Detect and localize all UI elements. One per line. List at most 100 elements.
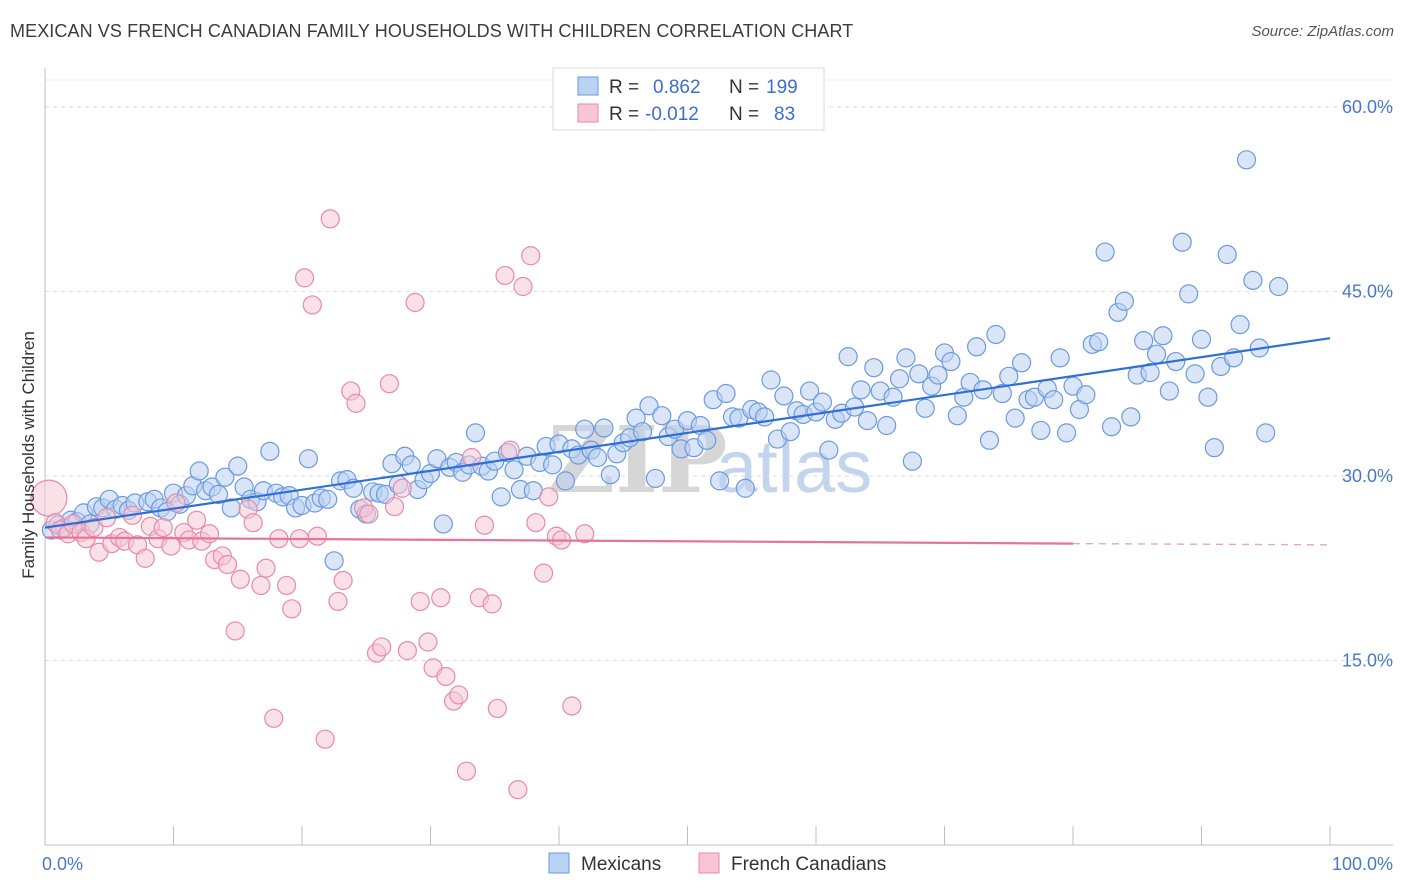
french-canadians-point-15 — [135, 548, 155, 568]
mexicans-point-143 — [967, 337, 987, 357]
mexicans-point-189 — [1268, 276, 1289, 297]
legend-r-value-0: 0.862 — [653, 77, 701, 98]
legend-r-value-1: -0.012 — [645, 104, 699, 125]
trend-line-extension-french-canadians — [1072, 542, 1331, 546]
french-canadians-point-48 — [346, 393, 366, 413]
mexicans-point-85 — [594, 418, 614, 438]
mexicans-point-120 — [819, 440, 839, 460]
mexicans-point-55 — [401, 455, 421, 475]
french-canadians-point-70 — [487, 698, 507, 719]
mexicans-point-173 — [1159, 381, 1179, 401]
mexicans-point-172 — [1153, 326, 1173, 346]
mexicans-point-178 — [1191, 329, 1212, 350]
mexicans-point-91 — [632, 422, 653, 442]
legend-r-label-0: R = — [609, 77, 639, 98]
french-canadians-point-56 — [397, 641, 417, 661]
french-canadians-point-45 — [328, 591, 348, 612]
mexicans-point-104 — [716, 383, 736, 404]
bottom-legend-mexicans: Mexicans — [581, 854, 661, 875]
mexicans-point-145 — [979, 430, 1000, 450]
series-mexicans — [41, 150, 1289, 571]
french-canadians-point-33 — [251, 575, 271, 596]
french-canadians-point-68 — [474, 515, 495, 535]
mexicans-point-93 — [645, 468, 665, 489]
legend-n-value-0: 199 — [766, 77, 798, 98]
top-legend: R = 0.862 N = 199 R = -0.012 N = 83 — [552, 67, 825, 131]
x-tick-label-0: 0.0% — [42, 854, 83, 874]
mexicans-point-125 — [851, 380, 871, 400]
mexicans-point-139 — [941, 351, 961, 372]
bottom-legend-swatch-french-canadians — [698, 852, 720, 874]
french-canadians-point-34 — [256, 558, 276, 578]
mexicans-point-25 — [208, 484, 229, 505]
mexicans-point-111 — [761, 370, 781, 390]
mexicans-point-65 — [465, 423, 486, 443]
mexicans-point-148 — [999, 366, 1019, 386]
french-canadians-point-61 — [431, 588, 451, 608]
bottom-legend-swatch-mexicans — [548, 852, 570, 874]
y-tick-label-1: 30.0% — [1342, 466, 1393, 486]
french-canadians-point-38 — [282, 599, 302, 619]
french-canadians-point-75 — [521, 246, 541, 266]
y-tick-label-0: 15.0% — [1342, 650, 1393, 670]
mexicans-point-33 — [260, 441, 280, 461]
mexicans-point-160 — [1076, 385, 1096, 405]
french-canadians-point-76 — [526, 513, 546, 533]
mexicans-point-101 — [697, 430, 717, 450]
french-canadians-point-43 — [315, 729, 335, 749]
french-canadians-point-23 — [187, 510, 207, 530]
french-canadians-point-42 — [307, 526, 328, 546]
french-canadians-point-40 — [294, 268, 315, 288]
french-canadians-point-78 — [539, 487, 559, 507]
mexicans-point-162 — [1089, 332, 1109, 352]
french-canadians-point-32 — [243, 513, 263, 533]
french-canadians-point-18 — [153, 518, 173, 538]
mexicans-point-79 — [555, 471, 576, 491]
french-canadians-point-57 — [405, 292, 425, 313]
french-canadians-point-35 — [264, 708, 284, 728]
french-canadians-point-69 — [482, 594, 502, 614]
trend-line-mexicans — [44, 337, 1331, 529]
mexicans-point-123 — [838, 347, 858, 367]
mexicans-point-177 — [1185, 364, 1205, 384]
french-canadians-point-52 — [372, 637, 392, 657]
french-canadians-point-54 — [384, 497, 405, 517]
french-canadians-point-53 — [379, 374, 399, 394]
mexicans-point-103 — [710, 471, 730, 491]
mexicans-point-60 — [433, 514, 453, 534]
french-canadians-point-72 — [500, 440, 520, 460]
trend-line-french-canadians — [44, 536, 1074, 545]
french-canadians-point-30 — [230, 569, 250, 589]
mexicans-point-182 — [1217, 244, 1237, 265]
french-canadians-point-82 — [575, 524, 595, 544]
mexicans-point-129 — [877, 415, 897, 436]
mexicans-point-82 — [575, 419, 595, 439]
mexicans-point-179 — [1198, 387, 1218, 407]
mexicans-point-166 — [1114, 291, 1135, 311]
french-canadians-point-25 — [199, 524, 220, 544]
french-canadians-point-41 — [302, 295, 322, 315]
mexicans-point-135 — [915, 398, 935, 418]
french-canadians-point-19 — [161, 536, 181, 556]
mexicans-point-175 — [1172, 232, 1192, 252]
mexicans-point-186 — [1243, 270, 1263, 290]
mexicans-point-150 — [1011, 353, 1032, 373]
mexicans-point-126 — [857, 410, 878, 431]
mexicans-point-171 — [1146, 344, 1167, 364]
mexicans-point-26 — [215, 467, 235, 487]
mexicans-point-113 — [774, 386, 794, 406]
french-canadians-point-81 — [562, 696, 582, 716]
legend-swatch-mexicans — [577, 76, 599, 96]
mexicans-point-176 — [1179, 284, 1199, 304]
mexicans-point-132 — [896, 348, 916, 368]
mexicans-point-134 — [909, 364, 929, 384]
mexicans-point-146 — [986, 324, 1006, 345]
french-canadians-point-55 — [392, 478, 412, 498]
legend-r-label-1: R = — [609, 104, 639, 125]
french-canadians-point-58 — [410, 591, 430, 612]
mexicans-point-185 — [1236, 150, 1257, 170]
french-canadians-point-71 — [495, 265, 515, 286]
french-canadians-point-66 — [462, 447, 482, 468]
x-tick-label-1: 100.0% — [1332, 854, 1393, 874]
